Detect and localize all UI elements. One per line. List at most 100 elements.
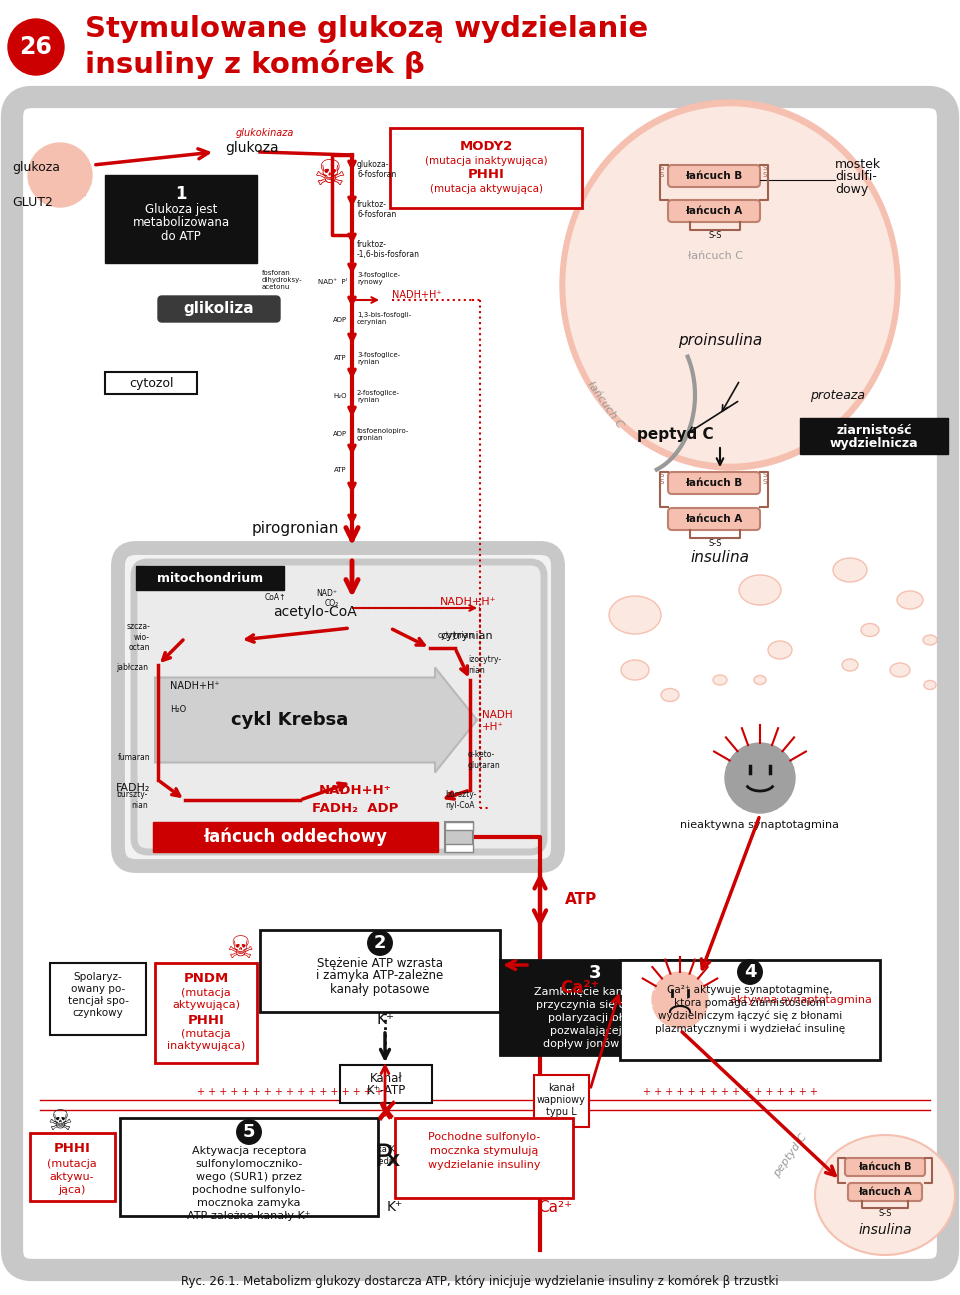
Bar	[445, 844, 473, 852]
Bar	[445, 822, 473, 830]
Text: Glukoza jest: Glukoza jest	[145, 203, 217, 216]
Text: metabolizowana: metabolizowana	[132, 216, 229, 229]
Text: łańcuch B: łańcuch B	[685, 171, 743, 181]
FancyArrow shape	[155, 667, 477, 773]
Bar	[445, 822, 473, 852]
Text: ADP: ADP	[333, 317, 347, 322]
Text: cytozol: cytozol	[129, 377, 173, 390]
Circle shape	[725, 743, 795, 813]
Text: izocytry-
nian: izocytry- nian	[468, 655, 501, 675]
Text: Aktywacja receptora: Aktywacja receptora	[192, 1146, 306, 1156]
Ellipse shape	[754, 676, 766, 685]
Text: pirogronian: pirogronian	[252, 521, 339, 536]
Text: glukoza: glukoza	[225, 141, 278, 155]
FancyBboxPatch shape	[668, 508, 760, 530]
FancyBboxPatch shape	[848, 1184, 922, 1200]
Text: K⁺: K⁺	[376, 1013, 394, 1027]
Text: przyczynia się do de-: przyczynia się do de-	[536, 1000, 654, 1010]
Text: fosfoenolopiro-
gronian: fosfoenolopiro- gronian	[357, 429, 409, 442]
Ellipse shape	[833, 558, 867, 581]
Text: pozwalającej na: pozwalającej na	[550, 1026, 639, 1036]
Text: NADH+H⁺: NADH+H⁺	[392, 290, 442, 300]
Bar	[620, 960, 880, 1061]
Text: H₂O: H₂O	[170, 706, 186, 715]
Text: szcza-
wio-
octan: szcza- wio- octan	[126, 622, 150, 651]
Text: glukoza: glukoza	[12, 161, 60, 174]
Text: + + + + + + + + + + + + + + + +: + + + + + + + + + + + + + + + +	[642, 1087, 817, 1097]
Text: H₂O: H₂O	[333, 392, 347, 399]
Text: proteaza: proteaza	[810, 388, 865, 401]
Text: mostek: mostek	[835, 158, 881, 171]
Text: ☠: ☠	[227, 935, 253, 965]
Ellipse shape	[621, 660, 649, 680]
Text: S-S: S-S	[708, 232, 722, 241]
FancyBboxPatch shape	[668, 199, 760, 221]
FancyBboxPatch shape	[845, 1158, 925, 1176]
Text: K⁺: K⁺	[387, 1200, 403, 1213]
Bar	[500, 960, 690, 1055]
Text: ATP: ATP	[334, 355, 347, 361]
Text: jabłczan: jabłczan	[116, 663, 148, 672]
Text: 1: 1	[176, 185, 187, 203]
Text: ✘: ✘	[374, 1099, 397, 1127]
Text: glikoliza: glikoliza	[183, 302, 254, 316]
Ellipse shape	[861, 623, 879, 637]
Text: aktywu-: aktywu-	[50, 1172, 94, 1182]
Text: do ATP: do ATP	[161, 229, 201, 242]
Text: PHHI: PHHI	[187, 1014, 225, 1027]
Text: łańcuch C: łańcuch C	[687, 251, 742, 262]
Bar	[155, 963, 257, 1063]
Text: acetylo-CoA: acetylo-CoA	[274, 605, 357, 619]
Circle shape	[652, 973, 708, 1028]
Text: łańcuch A: łańcuch A	[685, 206, 743, 216]
Text: aktywna synaptotagmina: aktywna synaptotagmina	[730, 995, 872, 1005]
Bar	[153, 822, 438, 852]
Ellipse shape	[842, 659, 858, 671]
Text: S-S: S-S	[708, 540, 722, 549]
Text: ATP: ATP	[334, 467, 347, 473]
Text: wapniowy: wapniowy	[537, 1096, 586, 1105]
Text: Ryc. 26.1. Metabolizm glukozy dostarcza ATP, który inicjuje wydzielanie insuliny: Ryc. 26.1. Metabolizm glukozy dostarcza …	[181, 1274, 779, 1287]
Text: 3-fosfoglice-
rynian: 3-fosfoglice- rynian	[357, 352, 400, 365]
Text: ATP-zależne kanały K⁺: ATP-zależne kanały K⁺	[187, 1211, 311, 1221]
FancyBboxPatch shape	[668, 471, 760, 493]
Text: wego (SUR1) przez: wego (SUR1) przez	[196, 1172, 302, 1182]
Text: Pochodne sulfonylo-: Pochodne sulfonylo-	[428, 1132, 540, 1142]
Text: Ca²⁺: Ca²⁺	[538, 1199, 572, 1215]
Text: 3: 3	[588, 963, 601, 982]
Text: 4: 4	[744, 963, 756, 982]
Text: inaktywująca): inaktywująca)	[167, 1041, 245, 1052]
Ellipse shape	[768, 641, 792, 659]
Text: wydzielanie insuliny: wydzielanie insuliny	[428, 1160, 540, 1169]
Text: 2-fosfoglice-
rynian: 2-fosfoglice- rynian	[357, 390, 400, 403]
Text: kanał: kanał	[548, 1083, 574, 1093]
Text: NAD⁺: NAD⁺	[317, 589, 338, 598]
Text: NADH+H⁺: NADH+H⁺	[440, 597, 496, 607]
Bar	[800, 418, 948, 455]
Text: burszty-
nyl-CoA: burszty- nyl-CoA	[445, 790, 476, 809]
Text: insulina: insulina	[690, 550, 750, 566]
Text: (mutacja: (mutacja	[47, 1159, 97, 1169]
Text: dopływ jonów Ca²⁺: dopływ jonów Ca²⁺	[542, 1039, 647, 1049]
Bar	[534, 1075, 589, 1127]
Text: ☠: ☠	[314, 158, 347, 192]
Text: S: S	[763, 479, 767, 486]
Text: Kanał: Kanał	[370, 1071, 402, 1084]
Text: S: S	[763, 172, 767, 177]
Text: Stymulowane glukozą wydzielanie: Stymulowane glukozą wydzielanie	[85, 16, 648, 43]
Ellipse shape	[560, 100, 900, 470]
Text: kanały potasowe: kanały potasowe	[330, 983, 430, 996]
Text: łańcuch A: łańcuch A	[685, 514, 743, 524]
Text: i zamyka ATP-zależne: i zamyka ATP-zależne	[317, 970, 444, 983]
Text: CoA↑: CoA↑	[264, 593, 286, 602]
Bar	[136, 566, 284, 591]
Text: burszty-
nian: burszty- nian	[116, 790, 148, 809]
Bar	[390, 128, 582, 208]
Text: proinsulina: proinsulina	[678, 333, 762, 347]
Text: 1,3-bis-fosfogli-
cerynian: 1,3-bis-fosfogli- cerynian	[357, 312, 411, 325]
Text: peptyd C: peptyd C	[636, 427, 713, 443]
Text: mocznoka zamyka: mocznoka zamyka	[197, 1198, 300, 1208]
Text: Ca²⁺: Ca²⁺	[560, 979, 599, 997]
Text: S: S	[660, 164, 664, 171]
FancyBboxPatch shape	[12, 97, 948, 1270]
